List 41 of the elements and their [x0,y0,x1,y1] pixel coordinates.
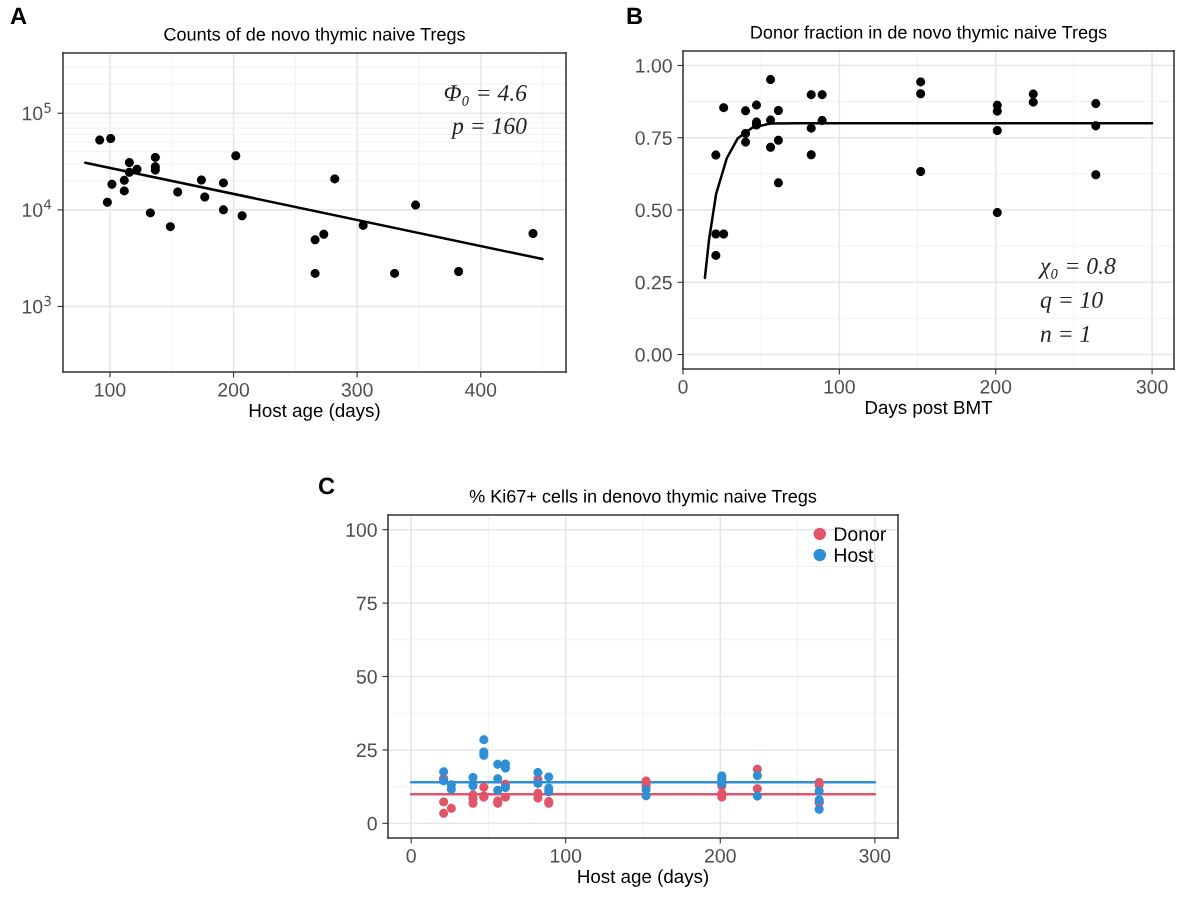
y-tick-label: 25 [356,743,377,758]
text: A [10,7,27,25]
chart-title: % Ki67+ cells in denovo thymic naive Tregs [469,489,817,507]
x-axis-title: Host age (days) [249,403,380,421]
x-tick-label: 300 [1136,379,1168,394]
y-tick-label: 10$^{4}$ [22,199,52,217]
annotation: n = 1 [1040,326,1089,342]
x-tick-label: 100 [95,382,126,397]
y-tick-label: 0.50 [635,203,672,218]
y-tick-label: 0.75 [635,131,672,145]
x-tick-label: 0 [406,848,416,863]
x-tick-label: 100 [824,379,855,394]
x-tick-label: 300 [341,382,373,397]
x-tick-label: 400 [464,382,497,397]
annotation: p = 160 [450,117,527,139]
annotation: χ₀ = 0.8 [1038,257,1116,279]
x-axis-title: Days post BMT [865,401,993,418]
y-tick-label: 100 [346,523,377,537]
x-tick-label: 200 [218,382,250,397]
chart-title: Counts of de novo thymic naive Tregs [164,27,465,45]
y-tick-label: 0 [367,816,377,831]
x-tick-label: 300 [859,848,891,863]
y-tick-label: 0.25 [635,275,672,290]
y-tick-label: 10$^{5}$ [22,102,51,121]
annotation: Φ₀ = 4.6 [444,85,527,106]
chart-title: Donor fraction in de novo thymic naive Tregs [751,25,1107,43]
legend-label: Host [834,548,874,562]
x-axis-title: Host age (days) [578,869,709,887]
annotation: q = 10 [1040,291,1103,313]
y-tick-label: 1.00 [636,58,672,73]
text: B [627,7,642,25]
y-tick-label: 0.00 [635,348,672,362]
x-tick-label: 200 [980,379,1012,394]
x-tick-label: 100 [550,848,582,863]
y-tick-label: 10$^{3}$ [22,295,51,314]
legend-label: Donor [834,527,887,541]
y-tick-label: 50 [356,669,377,684]
text: C [318,477,335,495]
x-tick-label: 200 [705,848,736,863]
y-tick-label: 75 [356,596,377,611]
x-tick-label: 0 [678,379,688,394]
